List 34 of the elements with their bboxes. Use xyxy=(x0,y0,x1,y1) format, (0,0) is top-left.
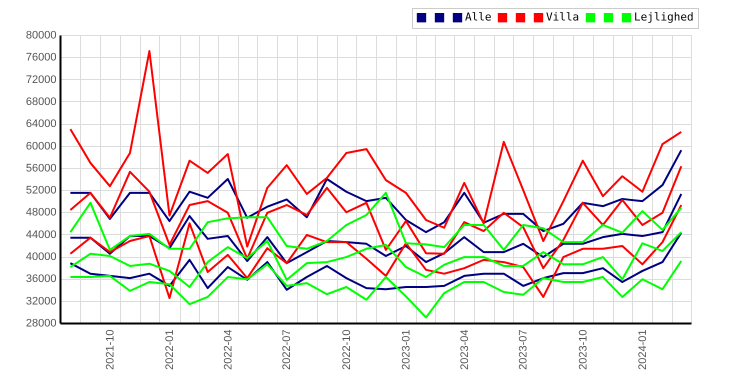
line-series xyxy=(69,50,682,248)
x-tick-label: 2021-10 xyxy=(104,330,116,370)
x-tick-label: 2023-04 xyxy=(458,330,471,370)
y-tick-label: 48000 xyxy=(26,206,56,219)
x-tick-label: 2023-10 xyxy=(577,330,590,370)
line-series xyxy=(69,260,682,318)
line-series xyxy=(69,192,682,264)
legend-label: Alle xyxy=(465,10,492,24)
y-tick-label: 52000 xyxy=(26,184,56,197)
x-tick-label: 2022-07 xyxy=(281,330,294,370)
y-tick-label: 64000 xyxy=(26,118,56,130)
x-tick-label: 2023-07 xyxy=(518,330,530,370)
line-series xyxy=(69,165,682,270)
legend-label: Villa xyxy=(546,10,580,24)
y-tick-label: 56000 xyxy=(26,162,56,174)
y-tick-label: 72000 xyxy=(26,74,56,86)
y-tick-label: 80000 xyxy=(26,30,56,42)
x-tick-label: 2024-01 xyxy=(636,330,649,370)
y-tick-label: 32000 xyxy=(26,295,56,308)
line-series xyxy=(69,149,682,234)
x-tick-label: 2023-01 xyxy=(400,330,412,370)
x-tick-label: 2022-01 xyxy=(164,330,176,370)
y-tick-label: 76000 xyxy=(26,52,56,64)
y-tick-label: 60000 xyxy=(26,140,56,152)
line-series xyxy=(69,204,682,300)
line-series xyxy=(69,192,682,251)
y-tick-label: 36000 xyxy=(26,273,56,286)
x-tick-label: 2022-10 xyxy=(340,330,353,370)
y-tick-label: 44000 xyxy=(26,228,56,241)
y-tick-label: 28000 xyxy=(26,318,56,330)
y-tick-label: 40000 xyxy=(26,251,56,264)
legend-label: Lejlighed xyxy=(634,10,694,24)
x-tick-label: 2022-04 xyxy=(222,330,234,370)
y-tick-label: 68000 xyxy=(26,96,56,108)
